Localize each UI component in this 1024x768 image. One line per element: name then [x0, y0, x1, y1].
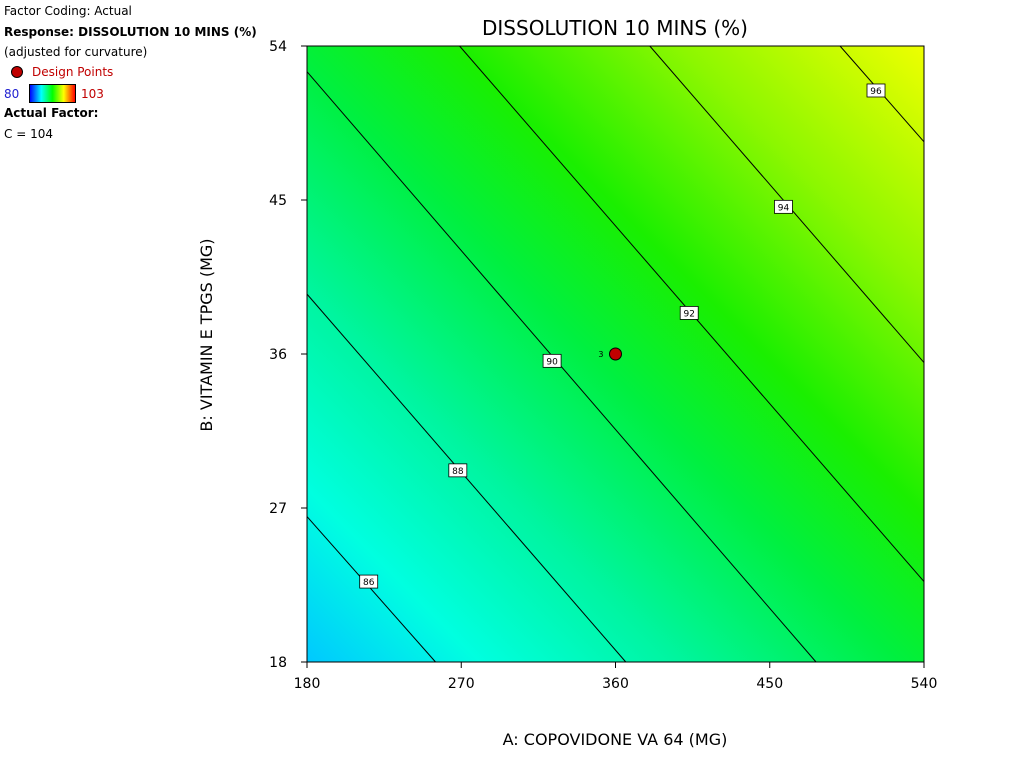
color-scale-min: 80: [4, 87, 20, 101]
x-axis: 180 270 360 450 540: [294, 662, 938, 692]
color-scale-max: 103: [81, 87, 104, 101]
contour-label-text: 94: [778, 203, 790, 213]
y-tick-label: 36: [269, 347, 287, 363]
y-axis-label: B: VITAMIN E TPGS (MG): [197, 238, 216, 431]
x-tick-label: 540: [911, 676, 938, 692]
contour-label-text: 92: [683, 309, 694, 319]
contour-label-text: 88: [452, 467, 464, 477]
contour-label-96: 96: [866, 83, 886, 98]
actual-factor-title: Actual Factor:: [4, 106, 99, 120]
y-tick-label: 45: [269, 193, 287, 209]
contour-label-88: 88: [448, 463, 468, 478]
contour-label-86: 86: [359, 574, 379, 589]
factor-coding-label: Factor Coding: Actual: [4, 4, 132, 18]
y-axis: 18 27 36 45 54: [269, 39, 307, 671]
contour-label-94: 94: [774, 199, 793, 214]
y-tick-label: 18: [269, 655, 287, 671]
x-tick-label: 270: [448, 676, 475, 692]
x-tick-label: 450: [756, 676, 783, 692]
actual-factor-value: C = 104: [4, 127, 53, 141]
contour-label-text: 90: [546, 357, 558, 367]
color-scale-bar: [29, 84, 76, 103]
design-points: 3: [598, 347, 622, 361]
contour-labels: 86 88 90 92 94 96: [359, 83, 886, 589]
design-points-legend-label: Design Points: [32, 65, 114, 79]
contour-label-text: 86: [363, 578, 375, 588]
contour-line-86: [306, 516, 436, 663]
x-axis-label: A: COPOVIDONE VA 64 (MG): [503, 730, 728, 749]
y-tick-label: 27: [269, 501, 287, 517]
response-label: Response: DISSOLUTION 10 MINS (%): [4, 25, 257, 39]
contour-label-text: 96: [870, 87, 882, 97]
design-point-count: 3: [598, 350, 603, 359]
x-tick-label: 180: [294, 676, 321, 692]
contour-label-92: 92: [679, 306, 699, 320]
contour-line-90: [306, 71, 817, 663]
design-point-legend-icon: [11, 66, 23, 78]
adjusted-note: (adjusted for curvature): [4, 45, 148, 59]
contour-label-90: 90: [542, 353, 562, 368]
contour-line-88: [306, 293, 627, 663]
design-point: [609, 347, 622, 361]
chart-title: DISSOLUTION 10 MINS (%): [482, 16, 748, 40]
x-tick-label: 360: [602, 676, 629, 692]
y-tick-label: 54: [269, 39, 287, 55]
